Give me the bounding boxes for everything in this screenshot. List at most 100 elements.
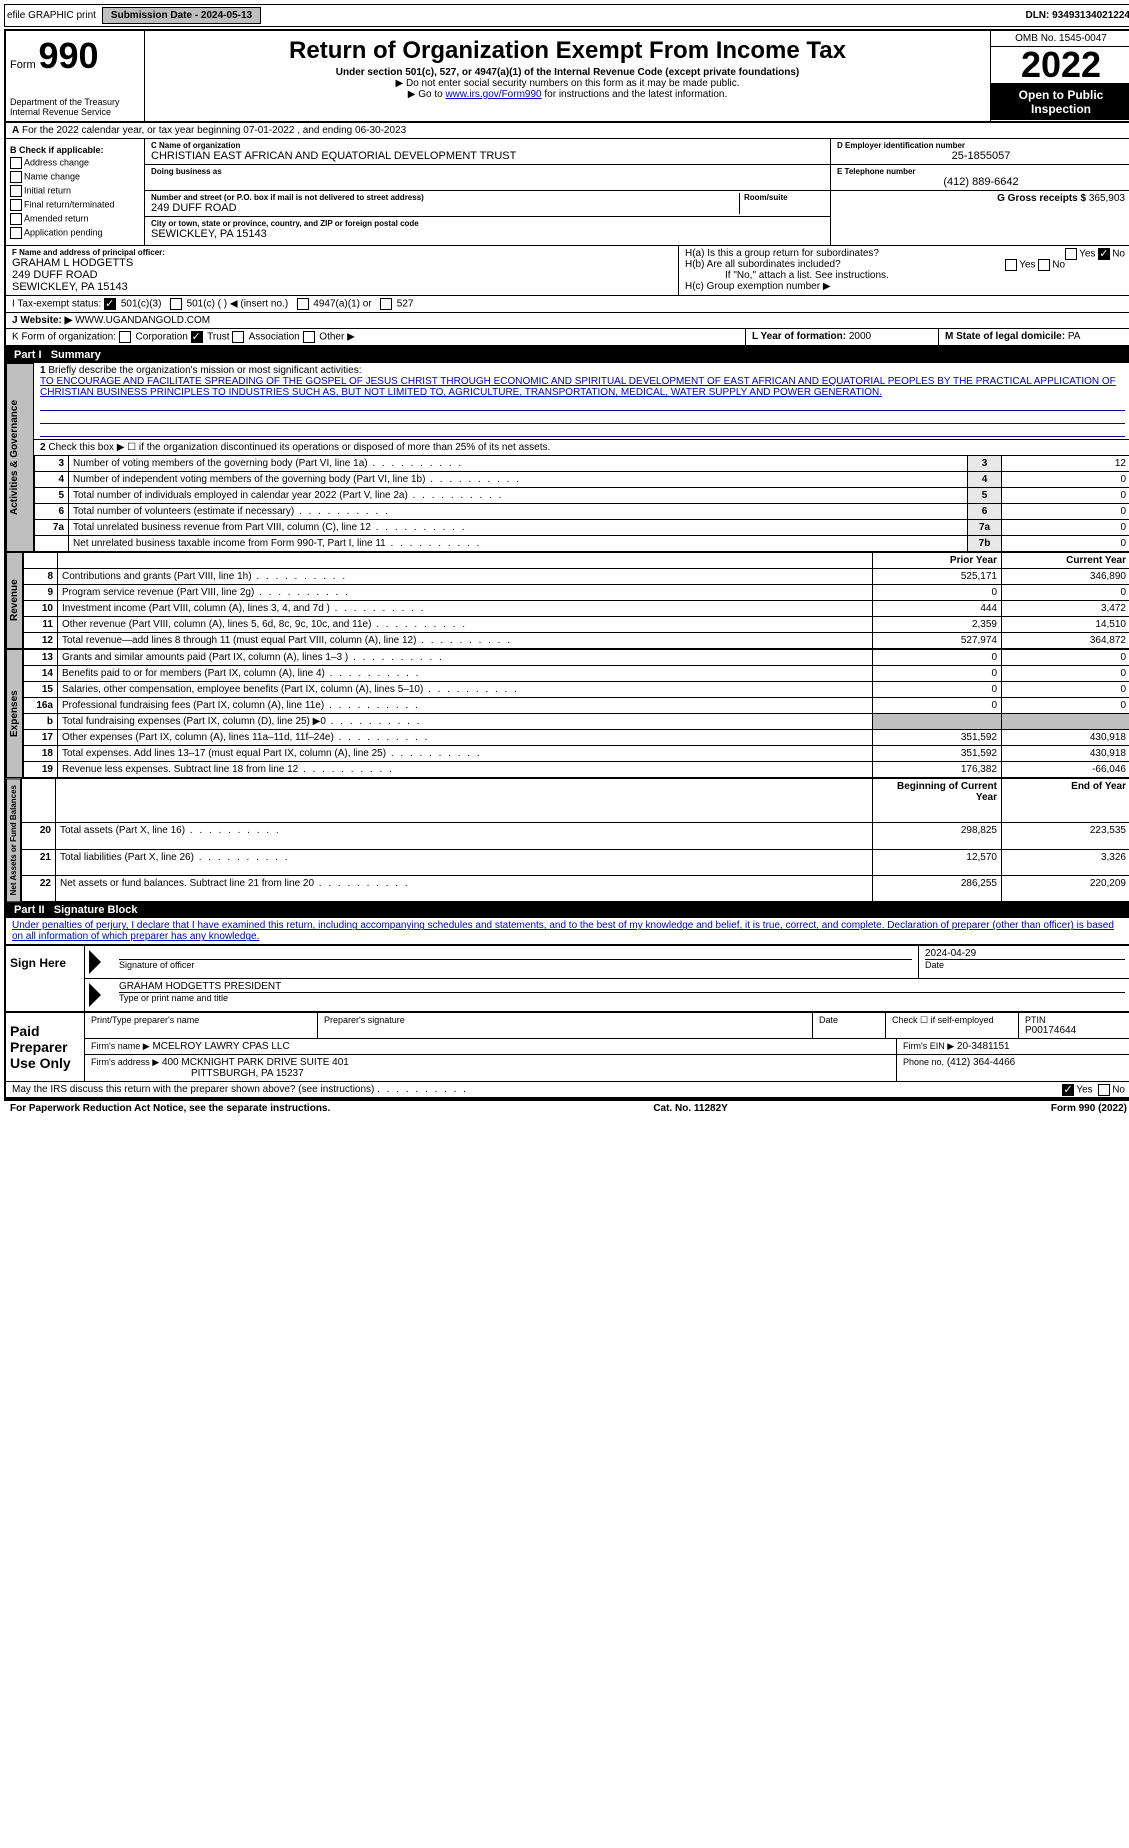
phone: (412) 889-6642 — [837, 176, 1125, 188]
box-b: B Check if applicable: Address change Na… — [6, 139, 145, 245]
form-container: Form 990 Department of the Treasury Inte… — [4, 29, 1129, 1100]
line-a-text: For the 2022 calendar year, or tax year … — [22, 125, 406, 136]
firm-phone: (412) 364-4466 — [947, 1057, 1015, 1068]
line-1: 1 Briefly describe the organization's mi… — [34, 363, 1129, 440]
ein: 25-1855057 — [837, 150, 1125, 162]
cb-final[interactable]: Final return/terminated — [10, 199, 140, 211]
revenue-block: Revenue Prior YearCurrent Year 8Contribu… — [6, 552, 1129, 649]
discuss-row: May the IRS discuss this return with the… — [6, 1081, 1129, 1098]
goto-prefix: Go to — [418, 89, 445, 100]
page-footer: For Paperwork Reduction Act Notice, see … — [4, 1100, 1129, 1116]
sign-here-block: Sign Here Signature of officer 2024-04-2… — [6, 944, 1129, 1011]
expenses-block: Expenses 13Grants and similar amounts pa… — [6, 649, 1129, 778]
revenue-table: Prior YearCurrent Year 8Contributions an… — [23, 552, 1129, 649]
pra-notice: For Paperwork Reduction Act Notice, see … — [10, 1103, 330, 1114]
line-a: A For the 2022 calendar year, or tax yea… — [6, 123, 1129, 139]
table-row: 15Salaries, other compensation, employee… — [24, 682, 1129, 698]
table-row: 9Program service revenue (Part VIII, lin… — [24, 585, 1129, 601]
cb-name[interactable]: Name change — [10, 171, 140, 183]
form-header: Form 990 Department of the Treasury Inte… — [6, 31, 1129, 123]
box-g-label: G Gross receipts $ — [997, 193, 1086, 204]
part-i-body: Activities & Governance 1 Briefly descri… — [6, 363, 1129, 552]
cb-initial[interactable]: Initial return — [10, 185, 140, 197]
line-2: 2 Check this box ▶ ☐ if the organization… — [34, 440, 1129, 455]
h-note: If "No," attach a list. See instructions… — [685, 270, 1125, 281]
arrow-icon — [89, 950, 101, 974]
part-i-header: Part I Summary — [6, 347, 1129, 363]
table-row: 12Total revenue—add lines 8 through 11 (… — [24, 633, 1129, 649]
street: 249 DUFF ROAD — [151, 202, 739, 214]
cb-amended[interactable]: Amended return — [10, 213, 140, 225]
form-word: Form — [10, 59, 36, 71]
form-ref: Form 990 (2022) — [1051, 1103, 1127, 1114]
goto-link[interactable]: www.irs.gov/Form990 — [445, 89, 541, 100]
box-c-label: C Name of organization — [151, 141, 824, 150]
officer-addr2: SEWICKLEY, PA 15143 — [12, 281, 672, 293]
firm-ein: 20-3481151 — [957, 1041, 1010, 1052]
officer-name-title: GRAHAM HODGETTS PRESIDENT — [119, 981, 1125, 992]
tab-net-assets: Net Assets or Fund Balances — [6, 778, 21, 902]
city: SEWICKLEY, PA 15143 — [151, 228, 824, 240]
form-number: 990 — [38, 35, 98, 76]
table-row: 3Number of voting members of the governi… — [35, 456, 1129, 472]
table-row: 13Grants and similar amounts paid (Part … — [24, 650, 1129, 666]
box-deg: D Employer identification number 25-1855… — [830, 139, 1129, 245]
net-assets-table: Beginning of Current YearEnd of Year 20T… — [21, 778, 1129, 902]
gross-receipts: 365,903 — [1089, 193, 1125, 204]
table-row: 4Number of independent voting members of… — [35, 472, 1129, 488]
box-f-label: F Name and address of principal officer: — [12, 248, 672, 257]
org-name: CHRISTIAN EAST AFRICAN AND EQUATORIAL DE… — [151, 150, 824, 162]
firm-city: PITTSBURGH, PA 15237 — [91, 1068, 304, 1079]
efile-label: efile GRAPHIC print — [7, 10, 96, 21]
table-row: 11Other revenue (Part VIII, column (A), … — [24, 617, 1129, 633]
table-row: 22Net assets or fund balances. Subtract … — [22, 876, 1129, 902]
paid-preparer-block: Paid Preparer Use Only Print/Type prepar… — [6, 1011, 1129, 1081]
expenses-table: 13Grants and similar amounts paid (Part … — [23, 649, 1129, 778]
efile-header: efile GRAPHIC print Submission Date - 20… — [4, 4, 1129, 27]
tab-revenue: Revenue — [6, 552, 23, 649]
box-klm: K Form of organization: Corporation Trus… — [6, 329, 1129, 347]
arrow-icon — [89, 983, 101, 1007]
table-row: 21Total liabilities (Part X, line 26)12,… — [22, 849, 1129, 875]
dba-label: Doing business as — [151, 167, 824, 176]
part-ii-header: Part II Signature Block — [6, 902, 1129, 918]
table-row: 10Investment income (Part VIII, column (… — [24, 601, 1129, 617]
table-row: 5Total number of individuals employed in… — [35, 488, 1129, 504]
table-row: 16aProfessional fundraising fees (Part I… — [24, 698, 1129, 714]
ssn-warning: Do not enter social security numbers on … — [155, 78, 980, 89]
box-b-label: B Check if applicable: — [10, 145, 140, 155]
submission-date-btn[interactable]: Submission Date - 2024-05-13 — [102, 7, 261, 24]
table-row: 7aTotal unrelated business revenue from … — [35, 520, 1129, 536]
f-h-row: F Name and address of principal officer:… — [6, 246, 1129, 296]
form-id-block: Form 990 Department of the Treasury Inte… — [6, 31, 145, 121]
form-title-block: Return of Organization Exempt From Incom… — [145, 31, 990, 121]
table-row: 14Benefits paid to or for members (Part … — [24, 666, 1129, 682]
box-j: J Website: ▶ WWW.UGANDANGOLD.COM — [6, 313, 1129, 329]
tab-activities: Activities & Governance — [6, 363, 34, 552]
open-public: Open to Public Inspection — [991, 84, 1129, 120]
cb-pending[interactable]: Application pending — [10, 227, 140, 239]
room-label: Room/suite — [744, 193, 824, 202]
hc-row: H(c) Group exemption number ▶ — [685, 281, 1125, 292]
table-row: bTotal fundraising expenses (Part IX, co… — [24, 714, 1129, 730]
table-row: 8Contributions and grants (Part VIII, li… — [24, 569, 1129, 585]
sign-here-label: Sign Here — [6, 946, 84, 1011]
city-label: City or town, state or province, country… — [151, 219, 824, 228]
box-d-label: D Employer identification number — [837, 141, 1125, 150]
ptin: P00174644 — [1025, 1025, 1125, 1036]
firm-addr: 400 MCKNIGHT PARK DRIVE SUITE 401 — [162, 1057, 349, 1068]
goto-suffix: for instructions and the latest informat… — [544, 89, 727, 100]
net-assets-block: Net Assets or Fund Balances Beginning of… — [6, 778, 1129, 902]
cb-address[interactable]: Address change — [10, 157, 140, 169]
irs-label: Internal Revenue Service — [10, 107, 140, 117]
ha-row: H(a) Is this a group return for subordin… — [685, 248, 1125, 259]
sig-date: 2024-04-29 — [925, 948, 1125, 959]
ag-table: 3Number of voting members of the governi… — [34, 455, 1129, 552]
mission-text[interactable]: TO ENCOURAGE AND FACILITATE SPREADING OF… — [40, 376, 1116, 398]
officer-name: GRAHAM L HODGETTS — [12, 257, 672, 269]
tax-year: 2022 — [991, 47, 1129, 84]
cat-no: Cat. No. 11282Y — [653, 1103, 727, 1114]
goto-line: Go to www.irs.gov/Form990 for instructio… — [155, 89, 980, 100]
table-row: 17Other expenses (Part IX, column (A), l… — [24, 730, 1129, 746]
table-row: 6Total number of volunteers (estimate if… — [35, 504, 1129, 520]
